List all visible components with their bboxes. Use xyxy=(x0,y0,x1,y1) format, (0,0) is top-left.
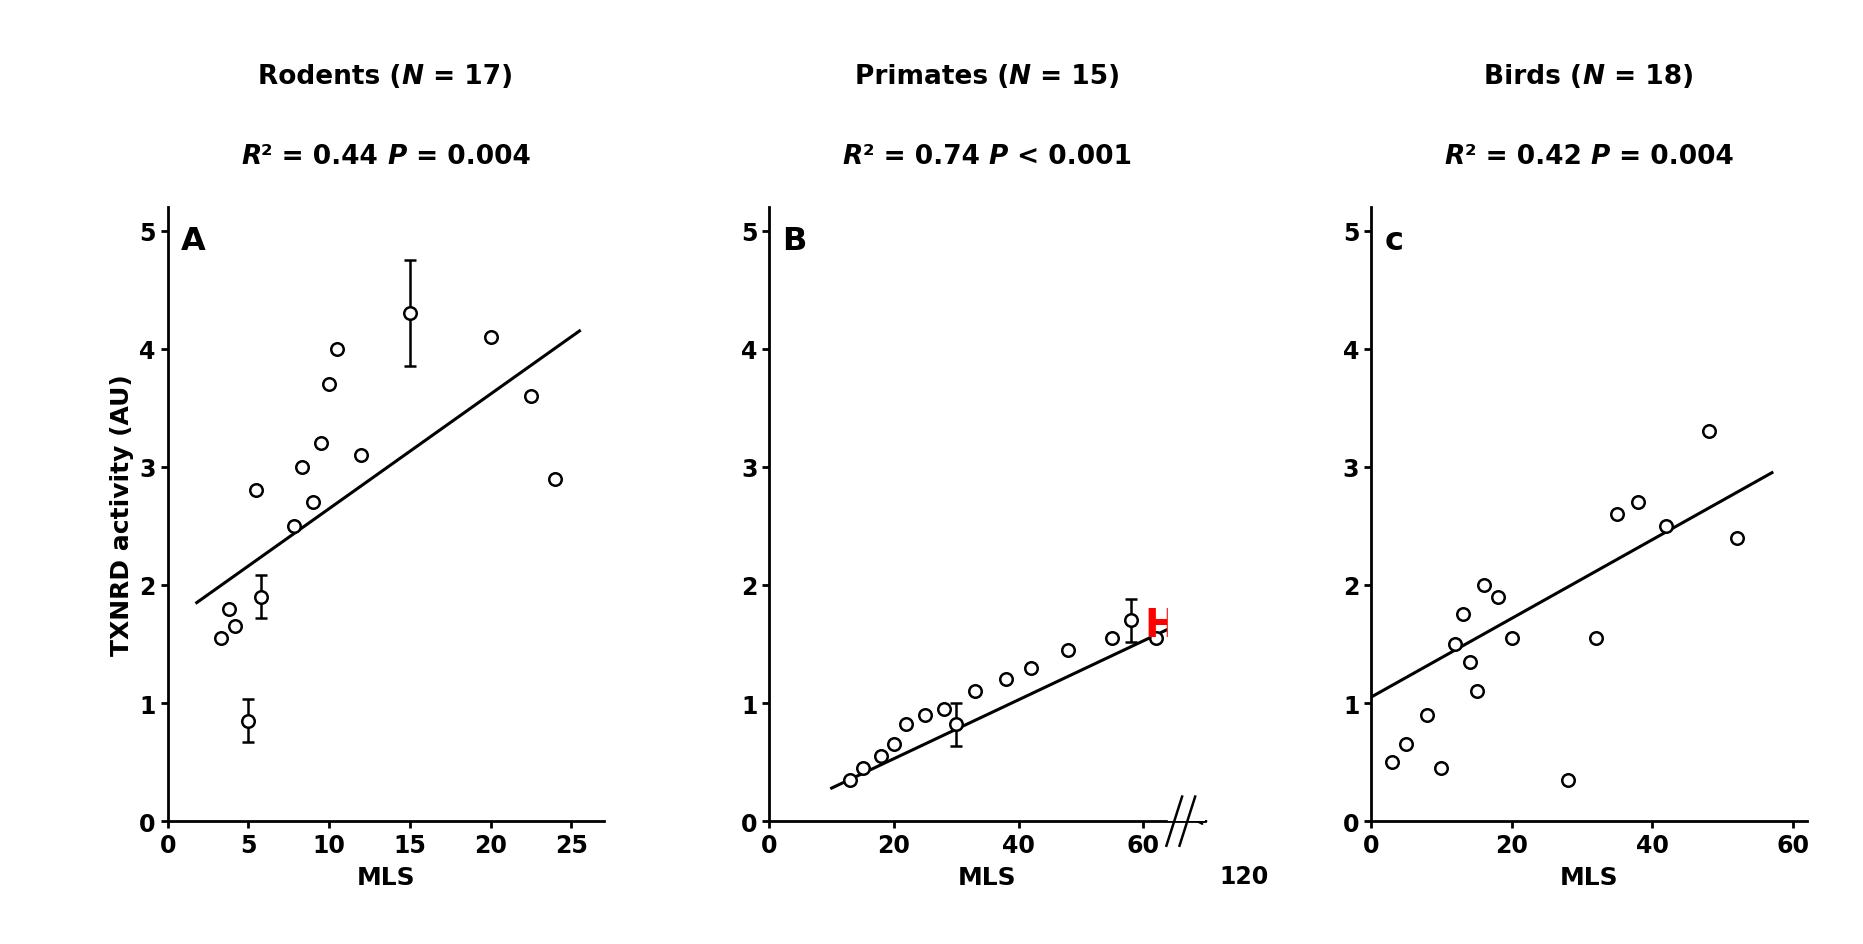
Text: = 18): = 18) xyxy=(1604,63,1693,90)
Text: ² = 0.42: ² = 0.42 xyxy=(1464,143,1591,170)
Text: A: A xyxy=(181,227,205,257)
Text: P: P xyxy=(1591,143,1610,170)
Text: N: N xyxy=(402,63,425,90)
Text: P: P xyxy=(989,143,1008,170)
Y-axis label: TXNRD activity (AU): TXNRD activity (AU) xyxy=(110,374,134,655)
Text: B: B xyxy=(782,227,807,257)
Text: H: H xyxy=(1144,606,1177,644)
Text: ² = 0.44: ² = 0.44 xyxy=(261,143,388,170)
Text: = 0.004: = 0.004 xyxy=(406,143,531,170)
X-axis label: MLS: MLS xyxy=(356,866,415,889)
Text: R: R xyxy=(842,143,863,170)
Text: N: N xyxy=(1010,63,1030,90)
Text: = 17): = 17) xyxy=(425,63,512,90)
Text: = 15): = 15) xyxy=(1030,63,1120,90)
Text: Primates (: Primates ( xyxy=(855,63,1010,90)
Text: < 0.001: < 0.001 xyxy=(1008,143,1133,170)
Text: R: R xyxy=(1444,143,1464,170)
Text: = 0.004: = 0.004 xyxy=(1610,143,1734,170)
X-axis label: MLS: MLS xyxy=(1559,866,1619,889)
Text: 120: 120 xyxy=(1220,865,1269,888)
Text: P: P xyxy=(388,143,406,170)
Text: c: c xyxy=(1384,227,1403,257)
Text: ² = 0.74: ² = 0.74 xyxy=(863,143,989,170)
Text: N: N xyxy=(1582,63,1604,90)
Text: Rodents (: Rodents ( xyxy=(259,63,402,90)
Text: Birds (: Birds ( xyxy=(1485,63,1582,90)
X-axis label: MLS: MLS xyxy=(958,866,1017,889)
Bar xyxy=(1168,208,1205,821)
Text: R: R xyxy=(240,143,261,170)
